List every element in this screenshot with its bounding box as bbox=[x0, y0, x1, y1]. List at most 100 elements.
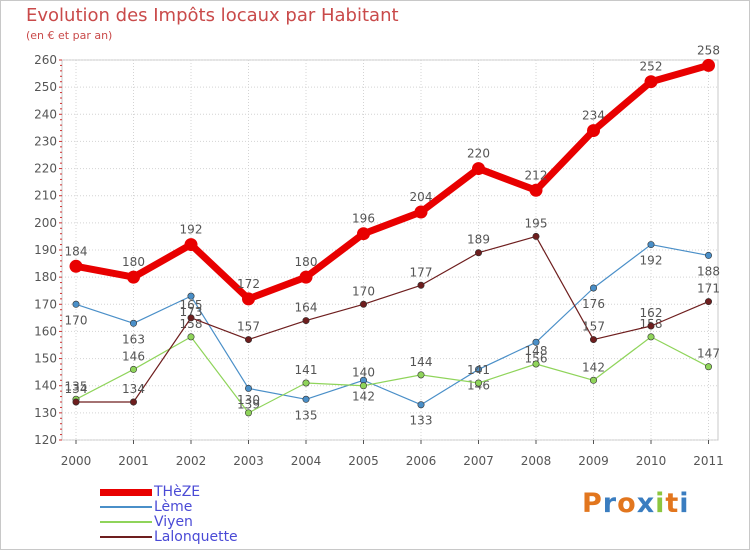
data-point-theze bbox=[242, 292, 255, 306]
data-label-lalonquette: 157 bbox=[237, 320, 260, 334]
y-tick-label: 260 bbox=[34, 53, 57, 67]
data-label-viyen: 141 bbox=[467, 363, 490, 377]
data-point-leme bbox=[589, 284, 597, 292]
data-point-lalonquette bbox=[704, 298, 712, 306]
series-line-viyen bbox=[75, 336, 710, 414]
data-label-lalonquette: 171 bbox=[697, 282, 720, 296]
data-point-viyen bbox=[647, 333, 655, 341]
y-tick-label: 190 bbox=[34, 243, 57, 257]
data-label-leme: 170 bbox=[65, 313, 88, 327]
x-tick-label: 2009 bbox=[578, 454, 609, 468]
data-point-lalonquette bbox=[417, 281, 425, 289]
x-tick-label: 2001 bbox=[118, 454, 149, 468]
data-label-theze: 192 bbox=[180, 223, 203, 237]
chart-title: Evolution des Impôts locaux par Habitant bbox=[26, 5, 399, 26]
data-point-viyen bbox=[187, 333, 195, 341]
data-label-theze: 212 bbox=[525, 168, 548, 182]
data-label-leme: 135 bbox=[295, 408, 318, 422]
data-label-leme: 176 bbox=[582, 297, 605, 311]
logo-letter: t bbox=[665, 488, 680, 519]
data-label-leme: 142 bbox=[352, 389, 375, 403]
logo-letter: P bbox=[582, 488, 603, 519]
y-tick-label: 180 bbox=[34, 270, 57, 284]
chart-subtitle: (en € et par an) bbox=[26, 29, 113, 42]
y-tick-label: 160 bbox=[34, 324, 57, 338]
data-point-leme bbox=[72, 300, 80, 308]
legend-label-theze: THèZE bbox=[154, 484, 201, 500]
data-label-theze: 252 bbox=[640, 60, 663, 74]
data-label-leme: 156 bbox=[525, 351, 548, 365]
legend-swatch-leme bbox=[100, 506, 152, 508]
data-label-viyen: 141 bbox=[295, 363, 318, 377]
data-point-viyen bbox=[474, 379, 482, 387]
data-label-leme: 188 bbox=[697, 264, 720, 278]
data-label-viyen: 140 bbox=[352, 366, 375, 380]
data-point-theze bbox=[472, 162, 485, 176]
data-label-viyen: 142 bbox=[582, 360, 605, 374]
data-point-leme bbox=[704, 251, 712, 259]
data-point-viyen bbox=[245, 409, 253, 417]
data-point-leme bbox=[532, 338, 540, 346]
x-tick-label: 2010 bbox=[636, 454, 667, 468]
data-point-lalonquette bbox=[72, 398, 80, 406]
data-label-viyen: 148 bbox=[525, 344, 548, 358]
legend-swatch-theze bbox=[100, 488, 152, 496]
data-point-leme bbox=[474, 365, 482, 373]
data-point-lalonquette bbox=[187, 314, 195, 322]
data-point-theze bbox=[414, 205, 428, 219]
logo-letter: o bbox=[617, 488, 637, 519]
data-point-theze bbox=[299, 270, 313, 284]
data-point-viyen bbox=[302, 379, 310, 387]
data-label-lalonquette: 134 bbox=[122, 382, 145, 396]
data-point-theze bbox=[184, 238, 198, 252]
data-point-theze bbox=[702, 58, 715, 72]
data-point-theze bbox=[127, 270, 140, 284]
y-tick-label: 140 bbox=[34, 379, 57, 393]
data-point-theze bbox=[69, 259, 83, 273]
data-label-lalonquette: 170 bbox=[352, 284, 375, 298]
data-label-leme: 192 bbox=[640, 254, 663, 268]
data-point-theze bbox=[357, 227, 370, 241]
y-tick-label: 230 bbox=[34, 134, 57, 148]
data-label-theze: 196 bbox=[352, 212, 375, 226]
data-point-leme bbox=[417, 401, 425, 409]
data-label-viyen: 135 bbox=[65, 379, 88, 393]
data-label-lalonquette: 189 bbox=[467, 233, 490, 247]
data-point-leme bbox=[245, 384, 253, 392]
data-label-leme: 133 bbox=[410, 414, 433, 428]
legend-swatch-viyen bbox=[100, 521, 152, 523]
data-label-theze: 172 bbox=[237, 277, 260, 291]
x-tick-label: 2007 bbox=[463, 454, 494, 468]
data-point-lalonquette bbox=[359, 300, 367, 308]
data-point-leme bbox=[130, 319, 138, 327]
data-point-viyen bbox=[417, 371, 425, 379]
data-label-lalonquette: 134 bbox=[65, 382, 88, 396]
data-label-theze: 204 bbox=[410, 190, 433, 204]
data-label-theze: 180 bbox=[295, 255, 318, 269]
y-tick-label: 220 bbox=[34, 162, 57, 176]
y-tick-label: 250 bbox=[34, 80, 57, 94]
data-point-lalonquette bbox=[647, 322, 655, 330]
x-tick-label: 2002 bbox=[176, 454, 207, 468]
data-label-theze: 258 bbox=[697, 43, 720, 57]
y-tick-label: 200 bbox=[34, 216, 57, 230]
y-tick-label: 240 bbox=[34, 107, 57, 121]
y-tick-label: 150 bbox=[34, 352, 57, 366]
data-point-theze bbox=[587, 124, 600, 138]
data-point-leme bbox=[187, 292, 195, 300]
x-tick-label: 2003 bbox=[233, 454, 264, 468]
x-tick-label: 2004 bbox=[291, 454, 322, 468]
data-point-viyen bbox=[359, 382, 367, 390]
x-tick-label: 2011 bbox=[693, 454, 724, 468]
data-point-lalonquette bbox=[302, 317, 310, 325]
data-point-leme bbox=[647, 241, 655, 249]
data-label-lalonquette: 165 bbox=[180, 298, 203, 312]
data-label-theze: 220 bbox=[467, 147, 490, 161]
data-label-lalonquette: 177 bbox=[410, 265, 433, 279]
y-tick-label: 210 bbox=[34, 189, 57, 203]
data-point-viyen bbox=[589, 376, 597, 384]
data-point-lalonquette bbox=[130, 398, 138, 406]
logo-letter: r bbox=[602, 488, 618, 519]
data-label-viyen: 147 bbox=[697, 347, 720, 361]
series-line-lalonquette bbox=[75, 235, 710, 403]
